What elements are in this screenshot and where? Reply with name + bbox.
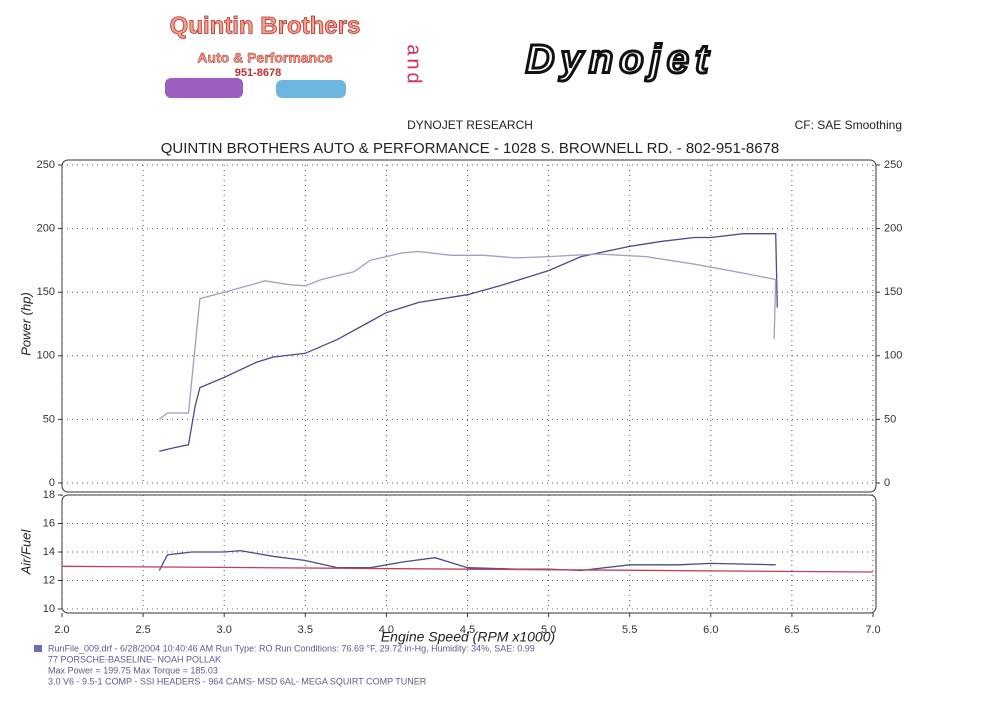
series-line — [158, 250, 777, 420]
x-tick-label: 2.0 — [54, 624, 69, 636]
x-tick-label: 6.0 — [703, 624, 718, 636]
research: DYNOJET RESEARCH — [407, 118, 533, 132]
logo-car — [276, 80, 346, 98]
y-tick-label: 14 — [43, 546, 55, 558]
y-tick-label: 12 — [43, 574, 55, 586]
y-tick-label: 150 — [37, 286, 55, 298]
y-axis-label: Air/Fuel — [18, 528, 33, 575]
logo-phone: 951-8678 — [235, 67, 282, 79]
run-info: RunFile_009.drf - 6/28/2004 10:40:46 AM … — [48, 643, 535, 653]
y-tick-label: 250 — [37, 159, 55, 171]
run-info: Max Power = 199.75 Max Torque = 185.03 — [48, 665, 218, 675]
logo-subtitle: Auto & Performance — [197, 50, 333, 66]
run-info: 77 PORSCHE-BASELINE- NOAH POLLAK — [48, 654, 221, 664]
x-tick-label: 7.0 — [865, 624, 880, 636]
series-line — [158, 549, 776, 572]
y-tick-label: 10 — [43, 603, 55, 615]
run-swatch — [34, 645, 42, 652]
y2-tick-label: 100 — [884, 350, 902, 362]
logo-van — [165, 78, 243, 98]
x-tick-label: 4.0 — [379, 624, 394, 636]
y2-tick-label: 200 — [884, 223, 902, 235]
run-info: 3.0 V6 - 9.5-1 COMP - SSI HEADERS - 964 … — [48, 676, 427, 686]
y2-tick-label: 0 — [884, 477, 890, 489]
correction: CF: SAE Smoothing — [795, 118, 902, 132]
x-tick-label: 4.5 — [460, 624, 475, 636]
x-tick-label: 3.5 — [298, 624, 313, 636]
shop: QUINTIN BROTHERS AUTO & PERFORMANCE - 10… — [161, 140, 780, 157]
x-tick-label: 6.5 — [784, 624, 799, 636]
x-tick-label: 3.0 — [217, 624, 232, 636]
series-line — [61, 565, 874, 573]
y-tick-label: 16 — [43, 517, 55, 529]
y-axis-label: Power (hp) — [18, 292, 33, 356]
y-tick-label: 18 — [43, 489, 55, 501]
x-tick-label: 2.5 — [135, 624, 150, 636]
y2-tick-label: 250 — [884, 159, 902, 171]
plot-frame — [61, 159, 877, 493]
x-tick-label: 5.0 — [541, 624, 556, 636]
y-tick-label: 0 — [49, 477, 55, 489]
x-axis-label: Engine Speed (RPM x1000) — [381, 629, 555, 645]
x-tick-label: 5.5 — [622, 624, 637, 636]
logo-title: Quintin Brothers — [170, 12, 361, 39]
y-tick-label: 100 — [37, 350, 55, 362]
series-line — [159, 233, 778, 452]
y-tick-label: 50 — [43, 413, 55, 425]
y2-tick-label: 150 — [884, 286, 902, 298]
y2-tick-label: 50 — [884, 413, 896, 425]
plot-frame — [61, 494, 877, 614]
brand: Dynojet — [526, 38, 715, 82]
and: and — [401, 44, 424, 86]
y-tick-label: 200 — [37, 223, 55, 235]
